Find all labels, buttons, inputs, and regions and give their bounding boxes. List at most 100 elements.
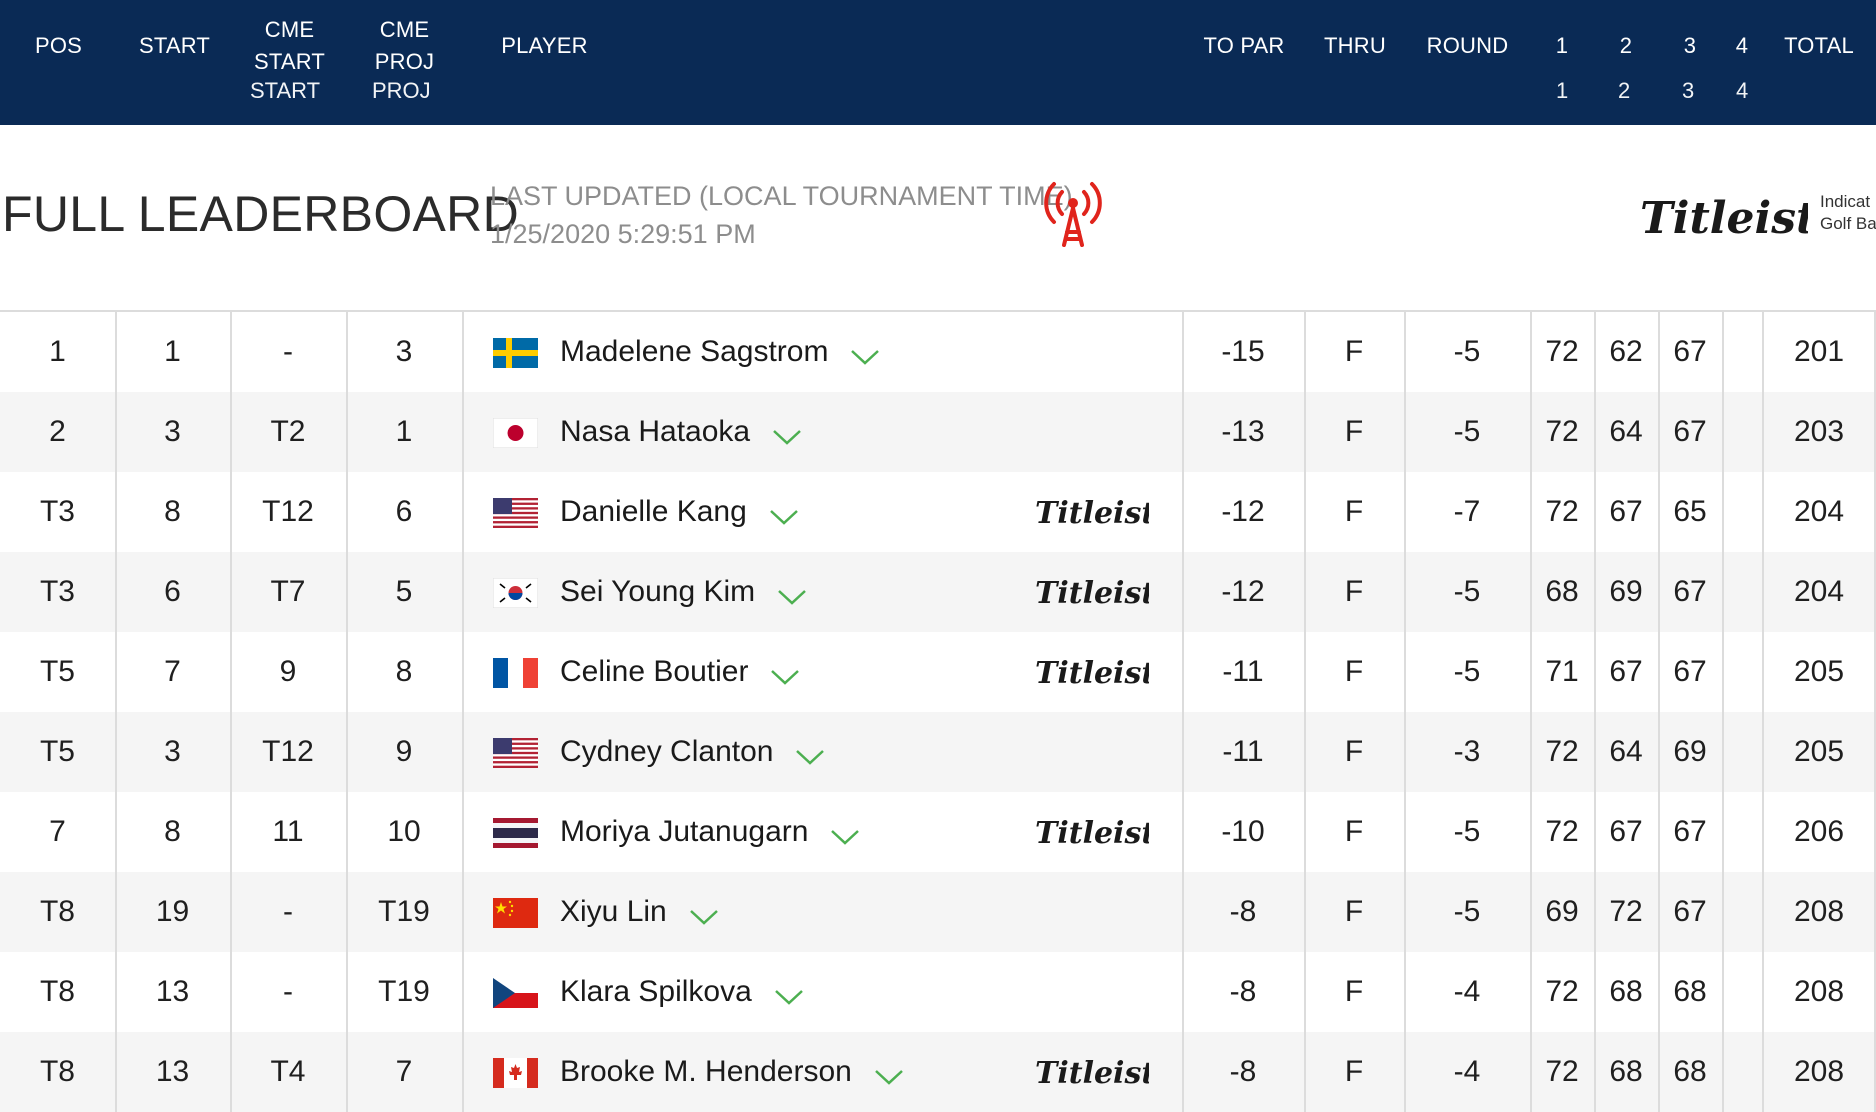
cell-r3: 68 [1673,975,1707,1008]
column-divider [1304,312,1306,1112]
cell-round: -3 [1453,735,1481,768]
column-divider [1762,312,1764,1112]
live-broadcast-icon[interactable] [1042,177,1104,249]
cell-r4 [1722,392,1762,472]
cell-cme-proj: 3 [395,335,413,368]
table-row[interactable]: 7 8 11 10 -10 F -5 72 67 67 206 Moriya Jutanugarn Ti… [0,792,1876,872]
cell-total: 208 [1793,1055,1845,1088]
usa-flag-icon [493,738,538,768]
cell-round: -4 [1453,975,1481,1008]
cell-r3: 67 [1673,655,1707,688]
column-divider [1658,312,1660,1112]
column-player[interactable]: PLAYER [501,33,588,58]
chevron-down-icon[interactable] [774,988,804,1006]
player-name-link[interactable]: Xiyu Lin [560,872,719,952]
column-start[interactable]: START [138,33,211,58]
cell-r2: 67 [1609,815,1643,848]
column-divider [462,312,464,1112]
chevron-down-icon[interactable] [850,348,880,366]
player-name: Moriya Jutanugarn [560,815,809,848]
cell-pos: 7 [49,815,66,848]
column-total[interactable]: TOTAL [1784,33,1854,58]
table-row[interactable]: 1 1 - 3 -15 F -5 72 62 67 201 Madelene Sagstrom [0,312,1876,392]
cell-r4 [1722,792,1762,872]
column-pos[interactable]: POS [34,33,83,58]
column-divider [1404,312,1406,1112]
table-row[interactable]: T8 13 - T19 -8 F -4 72 68 68 208 Klara Spilkova [0,952,1876,1032]
titleist-ball-logo-text: Titleist [1035,1056,1149,1091]
table-row[interactable]: T5 7 9 8 -11 F -5 71 67 67 205 Celine Boutier Titlei… [0,632,1876,712]
column-round[interactable]: ROUND [1426,33,1509,58]
player-name-link[interactable]: Moriya Jutanugarn [560,792,860,872]
cell-pos: T3 [39,495,75,528]
column-round-1[interactable]: 1 [1555,33,1569,58]
usa-flag-icon [493,498,538,528]
titleist-ball-logo-text: Titleist [1035,496,1149,531]
cell-total: 203 [1793,415,1845,448]
cell-pos: T3 [39,575,75,608]
cell-pos: 1 [49,335,66,368]
france-flag-icon [493,658,538,688]
cell-cme-start: T4 [270,1055,306,1088]
table-row[interactable]: T8 19 - T19 -8 F -5 69 72 67 208 Xiyu Lin [0,872,1876,952]
chevron-down-icon[interactable] [795,748,825,766]
column-round-4[interactable]: 4 [1735,33,1749,58]
column-thru[interactable]: THRU [1324,33,1386,58]
titleist-ball-logo: Titleist [1035,1056,1149,1091]
cell-total: 201 [1793,335,1845,368]
cell-cme-proj: 1 [395,415,413,448]
leaderboard-title-bar: FULL LEADERBOARD LAST UPDATED (LOCAL TOU… [0,125,1876,310]
cell-cme-proj: 10 [387,815,421,848]
cell-thru: F [1344,815,1364,848]
cell-r1: 72 [1545,815,1579,848]
cell-thru: F [1344,975,1364,1008]
cell-cme-start: 11 [272,815,304,848]
table-row[interactable]: T3 6 T7 5 -12 F -5 68 69 67 204 Sei Young Kim Titlei… [0,552,1876,632]
table-row[interactable]: T5 3 T12 9 -11 F -3 72 64 69 205 Cydney Clanton [0,712,1876,792]
cell-round: -7 [1453,495,1481,528]
column-cme-proj-line1: CME [379,17,430,42]
column-cme-start-line2: START [253,49,326,74]
column-to-par[interactable]: TO PAR [1203,33,1285,58]
chevron-down-icon[interactable] [777,588,807,606]
cell-r4 [1722,312,1762,392]
cell-cme-start: - [283,895,293,928]
cell-start: 7 [164,655,181,688]
cell-round: -4 [1453,1055,1481,1088]
cell-total: 206 [1793,815,1845,848]
table-row[interactable]: T3 8 T12 6 -12 F -7 72 67 65 204 Danielle Kang Title… [0,472,1876,552]
cell-round: -5 [1453,415,1481,448]
cell-cme-start: T12 [262,495,314,528]
cell-thru: F [1344,895,1364,928]
cell-to-par: -15 [1221,335,1265,368]
player-name-link[interactable]: Brooke M. Henderson [560,1032,904,1112]
column-round-2[interactable]: 2 [1619,33,1633,58]
chevron-down-icon[interactable] [772,428,802,446]
player-name-link[interactable]: Danielle Kang [560,472,799,552]
chevron-down-icon[interactable] [830,828,860,846]
chevron-down-icon[interactable] [874,1068,904,1086]
column-round-3[interactable]: 3 [1683,33,1697,58]
column-cme-start[interactable]: CME START [232,0,347,92]
chevron-down-icon[interactable] [689,908,719,926]
player-name-link[interactable]: Sei Young Kim [560,552,807,632]
titleist-ball-logo: Titleist [1035,576,1149,611]
column-cme-proj-line2: PROJ [374,49,435,74]
chevron-down-icon[interactable] [769,508,799,526]
player-name-link[interactable]: Nasa Hataoka [560,392,802,472]
column-cme-proj[interactable]: CME PROJ [347,0,462,92]
cell-cme-proj: 8 [395,655,413,688]
player-name-link[interactable]: Cydney Clanton [560,712,825,792]
table-row[interactable]: T8 13 T4 7 -8 F -4 72 68 68 208 Brooke M. Henderson… [0,1032,1876,1112]
cell-r3: 67 [1673,815,1707,848]
cell-pos: T5 [39,655,75,688]
leaderboard-column-header: POS START CME START CME PROJ PLAYER TO P… [0,0,1876,125]
player-name: Danielle Kang [560,495,747,528]
cell-start: 1 [164,335,181,368]
table-row[interactable]: 2 3 T2 1 -13 F -5 72 64 67 203 Nasa Hataoka [0,392,1876,472]
player-name-link[interactable]: Klara Spilkova [560,952,804,1032]
player-name-link[interactable]: Madelene Sagstrom [560,312,880,392]
chevron-down-icon[interactable] [770,668,800,686]
cell-cme-start: - [283,975,293,1008]
player-name-link[interactable]: Celine Boutier [560,632,800,712]
